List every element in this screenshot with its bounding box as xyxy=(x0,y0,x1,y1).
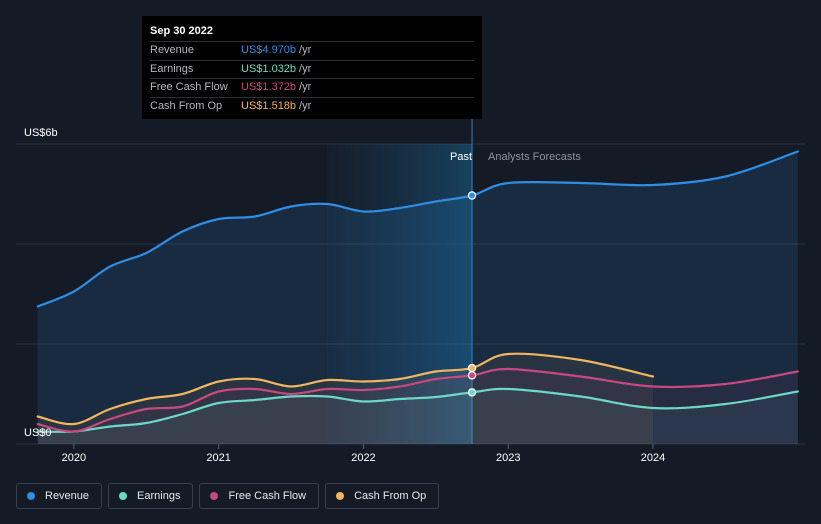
x-tick-label: 2022 xyxy=(351,452,375,464)
legend-item-free-cash-flow[interactable]: Free Cash Flow xyxy=(199,483,320,509)
line-cash-from-op xyxy=(36,352,655,426)
marker-earnings xyxy=(467,388,477,397)
tooltip-value: US$1.032b xyxy=(241,62,297,75)
line-revenue xyxy=(36,150,799,308)
legend-dot-icon xyxy=(210,492,219,500)
tooltip-label: Earnings xyxy=(150,62,194,75)
tooltip: Sep 30 2022 Revenue US$4.970b /yr Earnin… xyxy=(142,16,482,119)
area-revenue xyxy=(37,151,798,444)
x-tick-label: 2023 xyxy=(496,452,520,464)
tooltip-row-cash-from-op: Cash From Op US$1.518b /yr xyxy=(150,96,474,116)
legend-label: Revenue xyxy=(45,490,90,502)
legend: Revenue Earnings Free Cash Flow Cash Fro… xyxy=(16,483,440,509)
tooltip-value: US$1.518b xyxy=(241,99,297,112)
forecast-label: Analysts Forecasts xyxy=(488,151,581,163)
tooltip-row-earnings: Earnings US$1.032b /yr xyxy=(150,59,474,79)
legend-dot-icon xyxy=(119,492,128,500)
tooltip-row-revenue: Revenue US$4.970b /yr xyxy=(150,41,474,60)
tooltip-unit: /yr xyxy=(299,81,312,93)
tooltip-unit: /yr xyxy=(299,44,312,56)
legend-item-earnings[interactable]: Earnings xyxy=(108,483,194,509)
x-tick-label: 2024 xyxy=(641,452,665,464)
legend-item-revenue[interactable]: Revenue xyxy=(16,483,103,509)
past-highlight-region xyxy=(327,144,473,444)
legend-label: Free Cash Flow xyxy=(228,490,307,502)
marker-free-cash-flow xyxy=(467,371,477,380)
past-label: Past xyxy=(450,151,472,163)
y-axis-bottom-label: US$0 xyxy=(24,427,52,439)
marker-cash-from-op xyxy=(467,363,477,373)
tooltip-unit: /yr xyxy=(299,62,312,75)
legend-label: Cash From Op xyxy=(354,490,427,502)
line-free-cash-flow xyxy=(36,367,799,433)
tooltip-label: Cash From Op xyxy=(150,99,223,112)
x-tick-label: 2021 xyxy=(206,452,230,464)
tooltip-label: Free Cash Flow xyxy=(150,81,228,93)
legend-item-cash-from-op[interactable]: Cash From Op xyxy=(325,483,440,509)
x-tick-label: 2020 xyxy=(62,452,86,464)
legend-dot-icon xyxy=(336,492,345,500)
tooltip-date: Sep 30 2022 xyxy=(150,25,213,37)
tooltip-label: Revenue xyxy=(150,44,195,56)
legend-dot-icon xyxy=(27,492,35,500)
tooltip-unit: /yr xyxy=(299,99,312,112)
y-axis-top-label: US$6b xyxy=(24,127,58,139)
marker-revenue xyxy=(467,191,477,200)
area-free-cash-flow xyxy=(37,368,798,444)
line-earnings xyxy=(36,387,799,433)
tooltip-value: US$1.372b xyxy=(241,81,297,93)
legend-label: Earnings xyxy=(137,490,181,502)
tooltip-row-free-cash-flow: Free Cash Flow US$1.372b /yr xyxy=(150,78,474,97)
tooltip-value: US$4.970b xyxy=(241,44,297,56)
